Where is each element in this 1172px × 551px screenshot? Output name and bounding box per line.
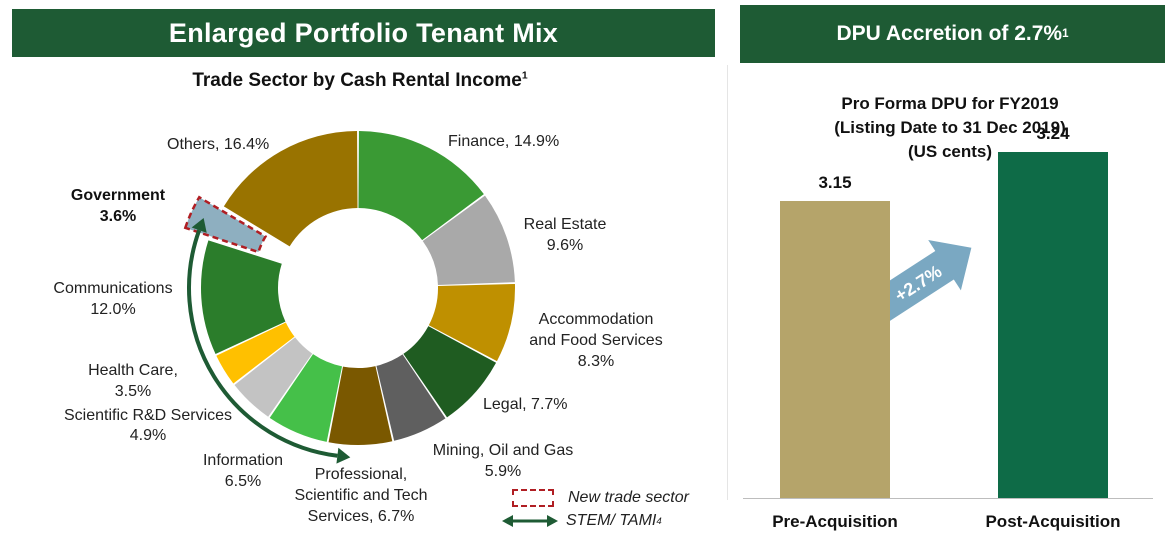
donut-slice-health-care [216,322,295,384]
dpu-bar-chart: +2.7% 3.15 Pre-Acquisition 3.24 Post-Acquis… [735,0,1172,551]
donut-slice-others [223,131,358,247]
donut-slice-mining-oil-and-gas [376,354,446,441]
slice-label-legal: Legal, 7.7% [483,396,568,413]
bar-category-label: Pre-Acquisition [772,512,898,531]
donut-slice-legal [403,326,497,418]
donut-slice-real-estate [422,195,515,286]
slice-label-real-estate: Real Estate 9.6% [523,216,607,254]
right-title: DPU Accretion of 2.7% [836,22,1063,45]
slice-label-accommodation: Accommodation and Food Services 8.3% [529,311,663,370]
bar-post-acquisition [998,152,1108,498]
donut-slice-government [183,195,268,254]
stem-tami-arrowhead [336,447,351,464]
bar-category-label: Post-Acquisition [985,512,1121,531]
left-title: Enlarged Portfolio Tenant Mix [168,17,559,48]
left-title-banner: Enlarged Portfolio Tenant Mix [12,9,715,57]
double-arrow-icon [502,515,558,527]
slice-label-health-care: Health Care, 3.5% [88,362,178,400]
donut-chart [183,131,515,464]
donut-title-footnote: 1 [521,70,528,82]
bar-pre-acquisition [780,201,890,498]
slice-label-government: Government 3.6% [70,187,166,225]
donut-chart-title: Trade Sector by Cash Rental Income1 [192,70,528,91]
slice-label-communications: Communications 12.0% [53,280,173,318]
donut-slice-communications [201,240,286,354]
stem-tami-arrowhead [191,217,207,233]
slice-label-finance: Finance, 14.9% [448,133,560,150]
bar-value-label: 3.15 [818,173,852,192]
donut-slice-professional-scientific-and-tech-services [328,366,393,445]
stem-tami-arrow [187,229,338,458]
right-title-banner: DPU Accretion of 2.7% 1 [740,5,1165,63]
donut-slice-accommodation-and-food-services [428,284,515,362]
bar-value-label: 3.24 [1036,124,1070,144]
accretion-arrow: +2.7% [868,240,972,324]
slice-label-mining: Mining, Oil and Gas 5.9% [432,442,574,480]
donut-slice-scientific-r-d-services [234,337,313,417]
new-sector-swatch [512,489,554,507]
slice-label-professional: Professional, Scientific and Tech Services… [294,466,428,525]
legend-new-sector: New trade sector [512,489,689,507]
slice-label-scientific-rd: Scientific R&D Services 4.9% [63,407,233,444]
panel-divider [727,65,728,500]
bar-chart-title: Pro Forma DPU for FY2019 (Listing Date t… [834,94,1066,161]
legend-stem-tami: STEM/ TAMI 4 [502,512,662,530]
slice-label-others: Others, 16.4% [167,136,270,153]
slice-label-information: Information 6.5% [202,452,284,490]
right-title-footnote: 1 [1062,28,1069,40]
donut-slice-information [269,354,343,442]
bar-baseline [743,498,1153,499]
donut-slice-finance [358,131,484,241]
